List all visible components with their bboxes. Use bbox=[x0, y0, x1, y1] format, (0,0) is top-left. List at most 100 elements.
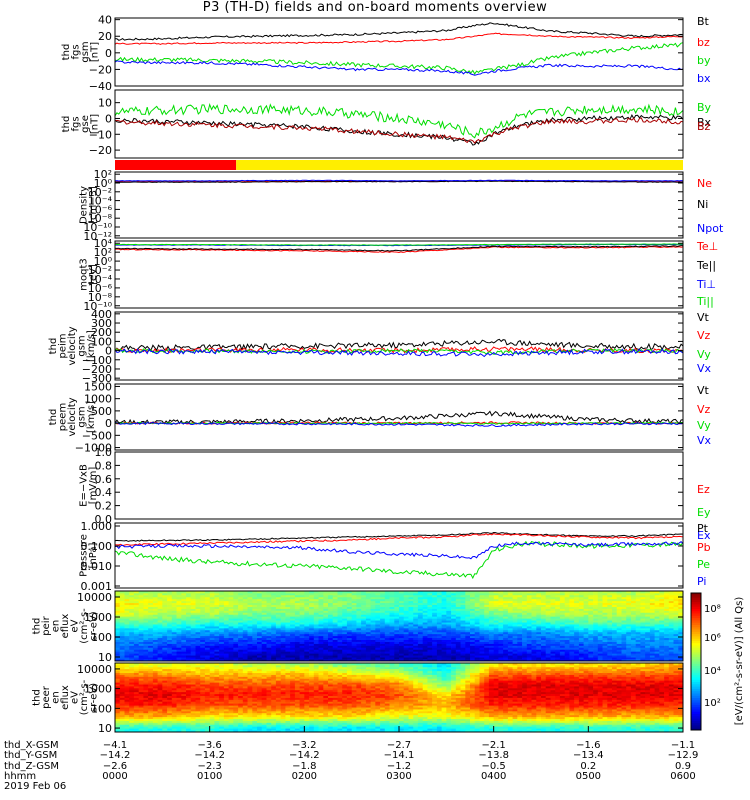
legend-fgs_gse-0: By bbox=[697, 101, 712, 114]
panel-efield: 1.00.80.60.40.20.0 E=−VxB[mV/m] Ez Ey Ex bbox=[78, 446, 711, 542]
xrow-value: −14.1 bbox=[384, 750, 415, 761]
ytick-label: −500 bbox=[82, 429, 112, 442]
ytick-label: 10 bbox=[98, 97, 112, 110]
ytick-label: 10000 bbox=[77, 663, 112, 676]
ylabel-line: [nT] bbox=[89, 42, 100, 62]
xrow-value: −14.2 bbox=[100, 750, 131, 761]
xrow-value: 0400 bbox=[481, 771, 506, 782]
ytick-label: 1.000 bbox=[81, 520, 113, 533]
ylabel-line: eV bbox=[70, 691, 81, 704]
ytick-label: −200 bbox=[82, 363, 112, 376]
legend-efield-1: Ey bbox=[697, 506, 711, 519]
frame-peir_spectrogram bbox=[114, 590, 684, 662]
panel-pressure: 1.000 0.100 0.010 0.001 Pressure[nPa] Pt Pb Pe P… bbox=[78, 520, 710, 593]
series-temperature-1 bbox=[114, 245, 683, 252]
legend-peem_velocity-1: Vz bbox=[697, 403, 711, 416]
series-pressure-3 bbox=[114, 541, 684, 560]
legend-efield-0: Ez bbox=[697, 483, 710, 496]
ytick-label: 100 bbox=[91, 631, 112, 644]
ytick-label: 10⁻⁸ bbox=[88, 212, 113, 225]
ytick-label: 10⁻¹⁰ bbox=[83, 300, 112, 313]
series-temperature-3 bbox=[114, 243, 683, 246]
ytick-label: 0.6 bbox=[95, 473, 113, 486]
ylabel-line: (cm²-s- bbox=[79, 608, 90, 644]
xrow-value: −1.6 bbox=[576, 740, 600, 751]
series-peem_velocity-3 bbox=[114, 421, 684, 428]
ytick-label: 500 bbox=[91, 405, 112, 418]
legend-fgs_gsm-2: by bbox=[697, 54, 711, 67]
ylabel-line: gse bbox=[80, 115, 91, 133]
ytick-label: 0.001 bbox=[81, 580, 113, 593]
legend-temperature-0: Te⊥ bbox=[696, 240, 718, 253]
ytick-label: 100 bbox=[91, 702, 112, 715]
ytick-label: 1.0 bbox=[95, 446, 113, 459]
ylabel-line: thd bbox=[48, 409, 59, 426]
legend-density-1: Ni bbox=[697, 198, 708, 211]
ylabel-line: Density bbox=[78, 186, 89, 224]
ylabel-line: eflux bbox=[60, 685, 71, 710]
ytick-label: 10⁻² bbox=[88, 186, 112, 199]
ylabel-line: peir bbox=[41, 615, 52, 635]
panel-peir_spectrogram: 10000 1000 100 10 thdpeirenefluxeV(cm²-s-sr-… bbox=[32, 590, 684, 664]
ytick-label: 10⁻⁴ bbox=[88, 195, 113, 208]
xrow-value: 0300 bbox=[386, 771, 411, 782]
legend-peim_velocity-0: Vt bbox=[697, 311, 710, 324]
series-density-1 bbox=[114, 180, 684, 183]
ylabel-line: velocity bbox=[67, 397, 78, 436]
xrow-label: thd_Z-GSM bbox=[4, 761, 59, 772]
ytick-label: 10 bbox=[98, 722, 112, 735]
ylabel-line: fgs bbox=[70, 44, 81, 59]
xrow-value: 0200 bbox=[292, 771, 317, 782]
series-peim_velocity-0 bbox=[114, 338, 684, 352]
ylabel-line: eV bbox=[70, 619, 81, 632]
legend-peim_velocity-3: Vx bbox=[697, 362, 712, 375]
xrow-value: −1.1 bbox=[671, 740, 695, 751]
ylabel-line: velocity bbox=[67, 326, 78, 365]
ylabel-line: thd bbox=[48, 338, 59, 355]
xrow-value: −0.5 bbox=[482, 761, 506, 772]
xrow-value: 0100 bbox=[197, 771, 222, 782]
series-peem_velocity-0 bbox=[114, 410, 684, 425]
legend-pressure-2: Pe bbox=[697, 558, 710, 571]
legend-peem_velocity-0: Vt bbox=[697, 384, 710, 397]
ytick-label: 1000 bbox=[84, 683, 112, 696]
ylabel-line: peem bbox=[58, 403, 69, 431]
xrow-value: 0000 bbox=[102, 771, 127, 782]
series-fgs_gse-1 bbox=[114, 113, 684, 146]
series-temperature-0 bbox=[114, 246, 684, 254]
ytick-label: 200 bbox=[91, 326, 112, 339]
frame-pressure bbox=[114, 522, 684, 589]
ylabel-line: [mV/m] bbox=[88, 467, 99, 505]
xrow-value: −2.3 bbox=[198, 761, 222, 772]
ylabel-efield: E=−VxB[mV/m] bbox=[78, 464, 99, 507]
frame-fgs_gsm bbox=[114, 17, 684, 87]
ylabel-temperature: moqt3[eV] bbox=[78, 258, 99, 291]
legend-temperature-3: Ti|| bbox=[696, 295, 714, 308]
ylabel-line: en bbox=[51, 620, 62, 633]
colorbar: 10⁸ 10⁶ 10⁴ 10² [eV/(cm²-s-sr-eV)] (All Qs) bbox=[690, 592, 745, 731]
ytick-label: 0.2 bbox=[95, 500, 113, 513]
series-pressure-1 bbox=[114, 533, 684, 547]
ytick-label: 10 bbox=[98, 651, 112, 664]
ylabel-line: thd bbox=[32, 689, 43, 706]
xrow-value: 0.9 bbox=[675, 761, 691, 772]
ylabel-line: Pressure bbox=[78, 534, 89, 577]
ylabel-line: moqt3 bbox=[78, 258, 89, 291]
xrow-value: −2.6 bbox=[103, 761, 127, 772]
ytick-label: 10000 bbox=[77, 591, 112, 604]
series-fgs_gsm-1 bbox=[114, 32, 684, 45]
ytick-label: 10⁻⁸ bbox=[88, 291, 113, 304]
xrow-value: −12.9 bbox=[668, 750, 699, 761]
ytick-label: 10⁻¹⁰ bbox=[83, 221, 112, 234]
ytick-label: 20 bbox=[98, 30, 112, 43]
ylabel-line: [cm−3] bbox=[88, 186, 99, 224]
ylabel-line: gsm bbox=[80, 41, 91, 62]
ytick-label: 0 bbox=[105, 417, 112, 430]
